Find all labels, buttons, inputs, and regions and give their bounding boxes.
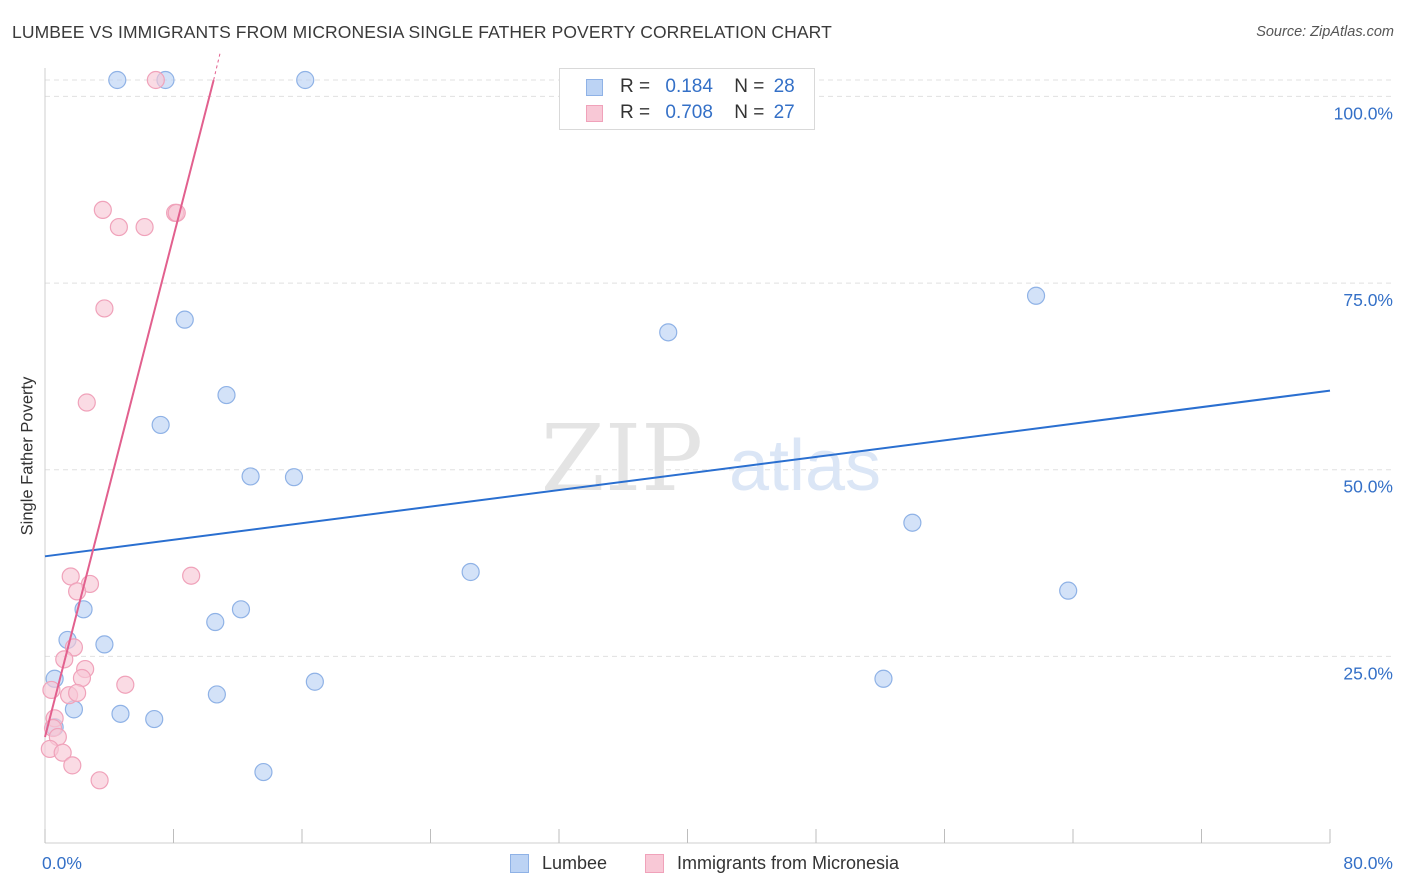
lumbee-point	[461, 562, 480, 582]
n-label: N =	[734, 76, 765, 97]
y-axis-label: Single Father Poverty	[18, 376, 37, 536]
n-value-lumbee: 28	[773, 76, 795, 97]
lumbee-legend-swatch	[510, 854, 529, 873]
lumbee-trend-line	[44, 389, 1331, 558]
watermark-zip: ZIP	[541, 405, 703, 512]
y-tick-label: 75.0%	[1343, 290, 1393, 310]
y-tick-label: 25.0%	[1343, 663, 1393, 683]
lumbee-point	[659, 323, 678, 342]
chart-title: LUMBEE VS IMMIGRANTS FROM MICRONESIA SIN…	[12, 22, 832, 42]
source-note: Source: ZipAtlas.com	[1256, 24, 1394, 40]
n-label: N =	[734, 102, 765, 123]
micronesia-point	[95, 299, 114, 318]
n-value-micronesia: 27	[773, 102, 795, 123]
micronesia-point	[109, 217, 128, 237]
lumbee-point	[903, 513, 922, 532]
micronesia-swatch	[586, 104, 603, 122]
r-label: R =	[620, 76, 651, 97]
micronesia-point	[146, 70, 165, 90]
lumbee-legend-label: Lumbee	[542, 853, 608, 873]
lumbee-point	[874, 669, 893, 688]
grid-lines	[45, 79, 1392, 657]
micronesia-point	[63, 756, 82, 775]
y-tick-label: 50.0%	[1343, 477, 1393, 497]
trend-lines	[44, 53, 1331, 738]
micronesia-point	[93, 200, 112, 220]
x-tick-label-min: 0.0%	[42, 853, 82, 873]
lumbee-point	[1059, 581, 1078, 600]
lumbee-point	[254, 762, 273, 782]
micronesia-point	[90, 771, 109, 790]
lumbee-point	[305, 672, 324, 691]
lumbee-point	[241, 467, 260, 486]
r-value-lumbee: 0.184	[665, 76, 713, 97]
watermark-atlas: atlas	[729, 426, 881, 506]
legend-lumbee-text: R = 0.184 N = 28	[620, 76, 795, 98]
lumbee-point	[284, 468, 304, 487]
micronesia-point	[116, 675, 135, 694]
lumbee-point	[108, 70, 127, 90]
lumbee-point	[207, 685, 226, 704]
watermark: ZIP atlas	[541, 405, 881, 512]
micronesia-legend-label: Immigrants from Micronesia	[677, 853, 900, 873]
lumbee-point	[95, 635, 114, 654]
lumbee-point	[175, 310, 194, 329]
micronesia-legend-swatch	[645, 854, 664, 873]
lumbee-point	[217, 385, 236, 405]
lumbee-point	[151, 415, 170, 435]
lumbee-point	[206, 612, 225, 632]
micronesia-point	[167, 203, 186, 222]
micronesia-trend-line	[44, 79, 215, 738]
micronesia-point	[135, 217, 154, 237]
micronesia-point	[77, 393, 96, 412]
lumbee-point	[1026, 286, 1046, 305]
micronesia-trend-extension	[213, 53, 221, 81]
r-label: R =	[620, 102, 651, 123]
lumbee-point	[111, 704, 130, 723]
lumbee-point	[145, 709, 164, 729]
lumbee-point	[296, 70, 315, 90]
x-tick-label-max: 80.0%	[1343, 853, 1393, 873]
r-value-micronesia: 0.708	[665, 102, 713, 123]
micronesia-point	[182, 566, 201, 585]
lumbee-swatch	[586, 78, 603, 96]
correlation-legend: R = 0.184 N = 28 R = 0.708 N = 27	[559, 68, 815, 130]
legend-micronesia-text: R = 0.708 N = 27	[620, 102, 795, 124]
micronesia-point	[53, 743, 72, 762]
tick-labels: 25.0% 50.0% 75.0% 100.0% 0.0% 80.0%	[42, 103, 1393, 873]
y-tick-label: 100.0%	[1334, 103, 1393, 123]
lumbee-point	[231, 600, 251, 619]
axes	[44, 68, 1331, 844]
micronesia-point	[68, 683, 87, 703]
